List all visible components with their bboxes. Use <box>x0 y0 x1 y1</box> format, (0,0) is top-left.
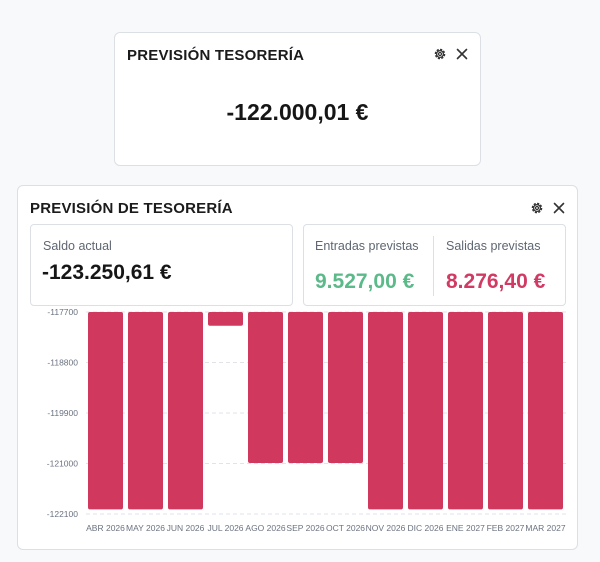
flows-box: Entradas previstas 9.527,00 € Salidas pr… <box>303 224 566 306</box>
widget-prevision-tesoreria: PREVISIÓN TESORERÍA -122.000,01 € <box>114 32 481 166</box>
bar-feb-2027[interactable] <box>488 312 523 510</box>
close-icon[interactable] <box>551 200 567 216</box>
y-tick-label: -122100 <box>47 509 78 519</box>
x-tick-label: AGO 2026 <box>245 523 285 533</box>
x-tick-label: SEP 2026 <box>286 523 324 533</box>
bar-abr-2026[interactable] <box>88 312 123 510</box>
bar-dic-2026[interactable] <box>408 312 443 510</box>
bar-ene-2027[interactable] <box>448 312 483 510</box>
y-tick-label: -118800 <box>47 358 78 368</box>
bar-mar-2027[interactable] <box>528 312 563 510</box>
bar-nov-2026[interactable] <box>368 312 403 510</box>
y-tick-label: -121000 <box>47 459 78 469</box>
entradas-value: 9.527,00 € <box>315 270 415 293</box>
gear-icon[interactable] <box>529 200 545 216</box>
entradas-label: Entradas previstas <box>315 239 419 253</box>
bar-jul-2026[interactable] <box>208 312 243 326</box>
bar-sep-2026[interactable] <box>288 312 323 464</box>
x-tick-label: ENE 2027 <box>446 523 485 533</box>
bar-ago-2026[interactable] <box>248 312 283 464</box>
forecast-value: -122.000,01 € <box>226 99 369 125</box>
salidas-label: Salidas previstas <box>446 239 541 253</box>
x-tick-label: MAY 2026 <box>126 523 165 533</box>
x-tick-label: MAR 2027 <box>525 523 565 533</box>
saldo-value: -123.250,61 € <box>42 261 172 284</box>
x-tick-label: FEB 2027 <box>487 523 525 533</box>
close-icon[interactable] <box>454 46 470 62</box>
widget-title: PREVISIÓN TESORERÍA <box>127 47 305 64</box>
x-tick-label: OCT 2026 <box>326 523 365 533</box>
salidas-value: 8.276,40 € <box>446 270 546 293</box>
widget-prevision-de-tesoreria: PREVISIÓN DE TESORERÍA Saldo actual -123… <box>17 185 578 550</box>
cashflow-bar-chart: -117700 -118800 -119900 -121000 -122100 ABR 2… <box>47 307 566 533</box>
saldo-actual-box: Saldo actual -123.250,61 € <box>30 224 293 306</box>
bar-jun-2026[interactable] <box>168 312 203 510</box>
x-tick-label: ABR 2026 <box>86 523 125 533</box>
x-tick-label: JUN 2026 <box>167 523 205 533</box>
bar-may-2026[interactable] <box>128 312 163 510</box>
bar-oct-2026[interactable] <box>328 312 363 464</box>
gear-icon[interactable] <box>432 46 448 62</box>
x-tick-label: NOV 2026 <box>366 523 406 533</box>
x-tick-label: JUL 2026 <box>207 523 243 533</box>
y-tick-label: -117700 <box>47 307 78 317</box>
divider <box>433 236 434 296</box>
saldo-label: Saldo actual <box>43 239 112 253</box>
widget-title: PREVISIÓN DE TESORERÍA <box>30 200 233 217</box>
y-tick-label: -119900 <box>47 408 78 418</box>
x-tick-label: DIC 2026 <box>408 523 444 533</box>
